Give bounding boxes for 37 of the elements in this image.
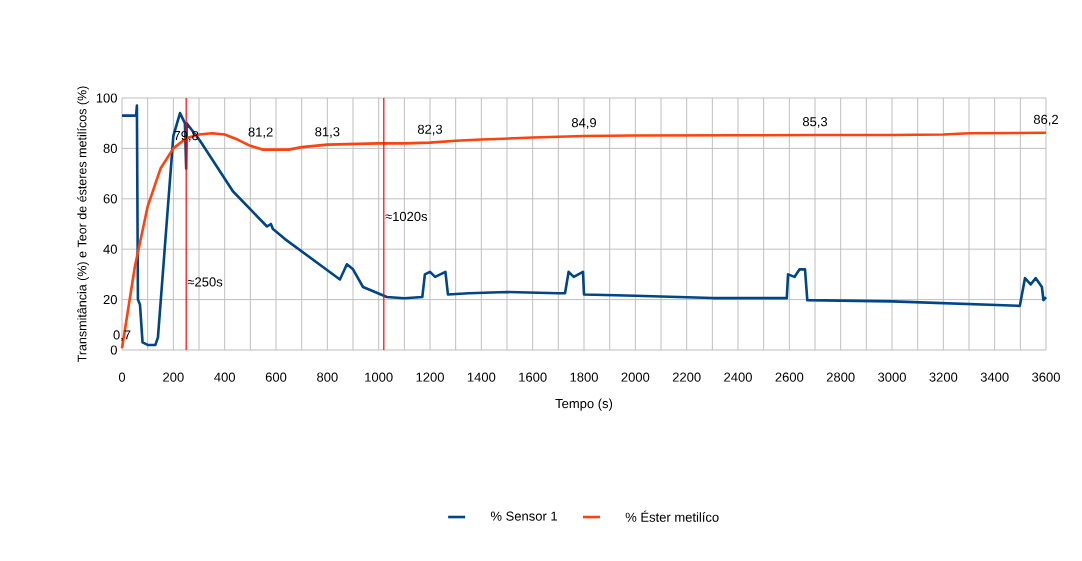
y-tick-label: 40 (103, 244, 117, 254)
x-tick-label: 1400 (467, 372, 496, 382)
x-tick-label: 0 (118, 372, 126, 382)
x-tick-label: 2200 (672, 372, 701, 382)
x-tick-label: 600 (265, 372, 287, 382)
y-tick-label: 20 (103, 294, 117, 305)
y-tick-label: 0 (110, 345, 117, 355)
ref-line-label: ≈1020s (385, 211, 428, 222)
x-tick-label: 200 (163, 372, 184, 382)
annotation: 86,2 (1033, 114, 1059, 126)
ref-line-label: ≈250s (187, 277, 223, 287)
x-tick-label: 2000 (621, 372, 650, 382)
annotation: 85,3 (802, 117, 828, 128)
x-tick-label: 1200 (416, 372, 444, 382)
x-tick-label: 800 (317, 372, 338, 382)
x-tick-label: 1800 (570, 372, 598, 382)
annotation: 84,9 (571, 118, 597, 129)
x-tick-label: 3600 (1032, 372, 1060, 382)
x-tick-label: 3400 (980, 372, 1009, 382)
x-tick-label: 2600 (775, 372, 804, 382)
x-tick-label: 2800 (826, 372, 855, 382)
x-tick-label: 1600 (519, 372, 547, 382)
x-axis-title: Tempo (s) (555, 398, 613, 411)
annotation: 81,3 (315, 127, 340, 138)
x-tick-label: 400 (214, 372, 236, 382)
x-tick-label: 3200 (929, 372, 958, 382)
legend-label: % Sensor 1 (490, 511, 558, 521)
y-tick-label: 80 (103, 143, 117, 153)
annotation: 81,2 (248, 127, 273, 139)
y-tick-label: 60 (103, 194, 117, 204)
x-tick-label: 3000 (878, 372, 906, 382)
y-axis-title: Transmitância (%) e Teor de ésteres metilícos (%) (77, 86, 89, 363)
legend-label: % Éster metilíco (625, 510, 719, 522)
annotation: 82,3 (417, 124, 443, 136)
x-tick-label: 1000 (365, 372, 393, 382)
y-tick-label: 100 (96, 93, 117, 103)
x-tick-label: 2400 (724, 372, 752, 382)
